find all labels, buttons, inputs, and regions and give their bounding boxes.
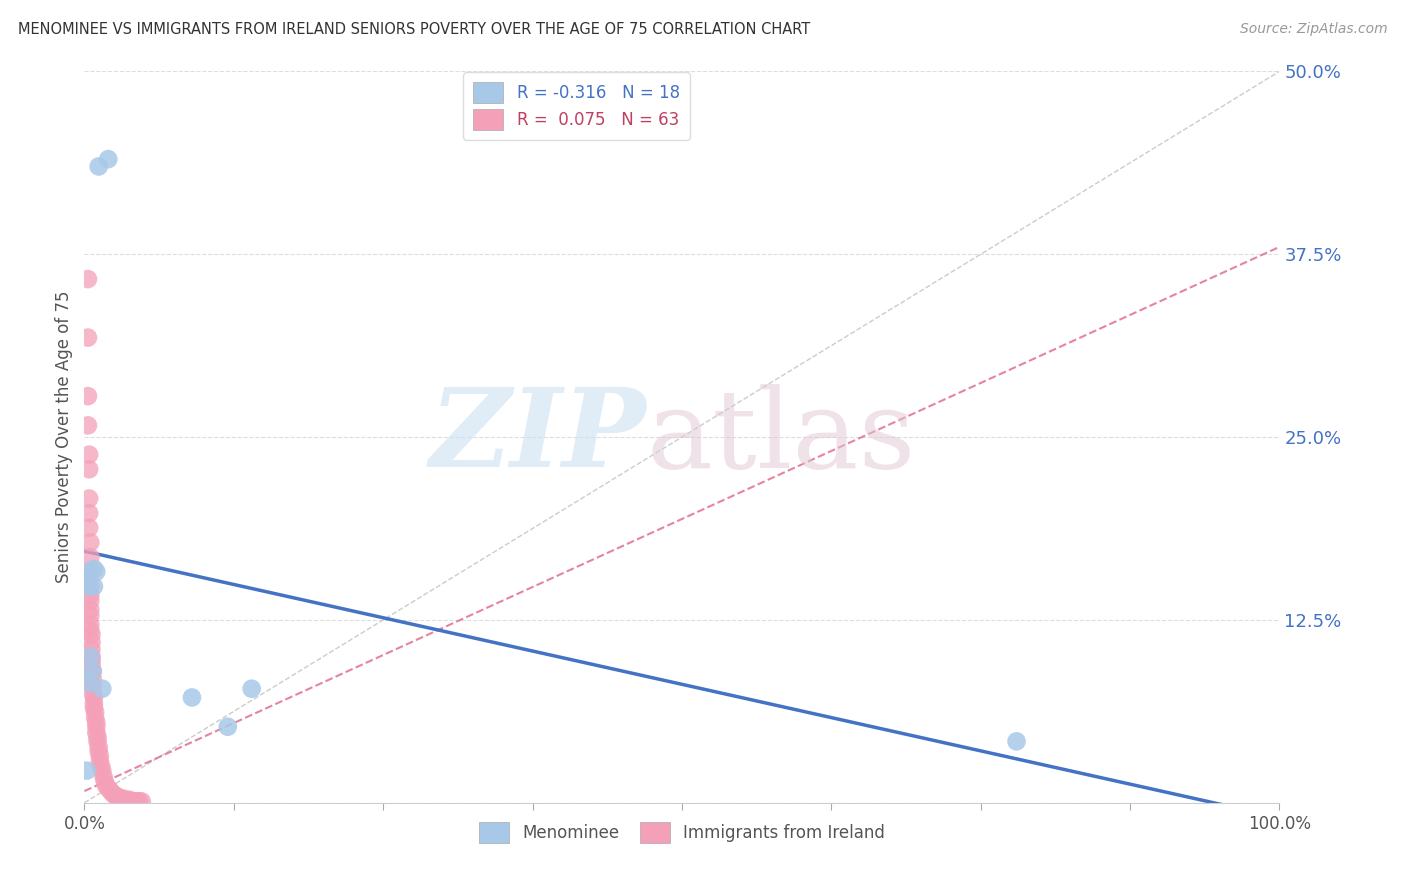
Point	[93, 773, 115, 788]
Point	[124, 794, 146, 808]
Point	[79, 594, 101, 608]
Point	[79, 535, 101, 549]
Point	[80, 627, 103, 641]
Point	[97, 781, 120, 796]
Point	[107, 789, 129, 804]
Point	[90, 759, 112, 773]
Point	[79, 549, 101, 564]
Point	[117, 793, 139, 807]
Point	[97, 152, 120, 166]
Point	[217, 720, 239, 734]
Point	[86, 730, 108, 744]
Point	[83, 696, 105, 710]
Point	[128, 794, 150, 808]
Text: Source: ZipAtlas.com: Source: ZipAtlas.com	[1240, 22, 1388, 37]
Point	[1005, 734, 1028, 748]
Point	[77, 574, 100, 588]
Point	[87, 160, 110, 174]
Point	[84, 705, 107, 719]
Point	[82, 664, 104, 678]
Point	[80, 657, 103, 671]
Point	[82, 686, 104, 700]
Point	[77, 574, 100, 588]
Point	[83, 562, 105, 576]
Point	[79, 623, 101, 637]
Point	[83, 690, 105, 705]
Text: MENOMINEE VS IMMIGRANTS FROM IRELAND SENIORS POVERTY OVER THE AGE OF 75 CORRELAT: MENOMINEE VS IMMIGRANTS FROM IRELAND SEN…	[18, 22, 810, 37]
Point	[79, 565, 101, 579]
Point	[86, 720, 108, 734]
Point	[94, 778, 117, 792]
Point	[118, 793, 141, 807]
Point	[125, 794, 148, 808]
Point	[86, 565, 108, 579]
Point	[79, 617, 101, 632]
Point	[77, 579, 100, 593]
Point	[79, 588, 101, 602]
Point	[76, 764, 98, 778]
Point	[83, 579, 105, 593]
Point	[84, 711, 107, 725]
Text: ZIP: ZIP	[429, 384, 647, 491]
Point	[80, 635, 103, 649]
Point	[121, 794, 143, 808]
Point	[86, 715, 108, 730]
Point	[101, 787, 124, 801]
Point	[86, 734, 108, 748]
Point	[83, 700, 105, 714]
Point	[100, 784, 122, 798]
Point	[77, 565, 100, 579]
Point	[89, 749, 111, 764]
Point	[77, 491, 100, 506]
Y-axis label: Seniors Poverty Over the Age of 75: Seniors Poverty Over the Age of 75	[55, 291, 73, 583]
Point	[77, 418, 100, 433]
Point	[80, 649, 103, 664]
Text: atlas: atlas	[647, 384, 915, 491]
Point	[91, 764, 114, 778]
Point	[79, 649, 101, 664]
Point	[131, 794, 153, 808]
Legend: Menominee, Immigrants from Ireland: Menominee, Immigrants from Ireland	[472, 815, 891, 849]
Point	[77, 272, 100, 286]
Point	[89, 755, 111, 769]
Point	[82, 679, 104, 693]
Point	[86, 725, 108, 739]
Point	[87, 745, 110, 759]
Point	[79, 579, 101, 593]
Point	[77, 448, 100, 462]
Point	[181, 690, 204, 705]
Point	[240, 681, 263, 696]
Point	[77, 676, 100, 690]
Point	[77, 330, 100, 344]
Point	[82, 672, 104, 686]
Point	[77, 389, 100, 403]
Point	[114, 793, 136, 807]
Point	[104, 789, 127, 803]
Point	[80, 652, 103, 666]
Point	[91, 681, 114, 696]
Point	[77, 462, 100, 476]
Point	[110, 791, 132, 805]
Point	[77, 506, 100, 520]
Point	[79, 608, 101, 623]
Point	[87, 740, 110, 755]
Point	[93, 769, 115, 783]
Point	[77, 521, 100, 535]
Point	[82, 664, 104, 678]
Point	[111, 791, 134, 805]
Point	[80, 642, 103, 657]
Point	[79, 603, 101, 617]
